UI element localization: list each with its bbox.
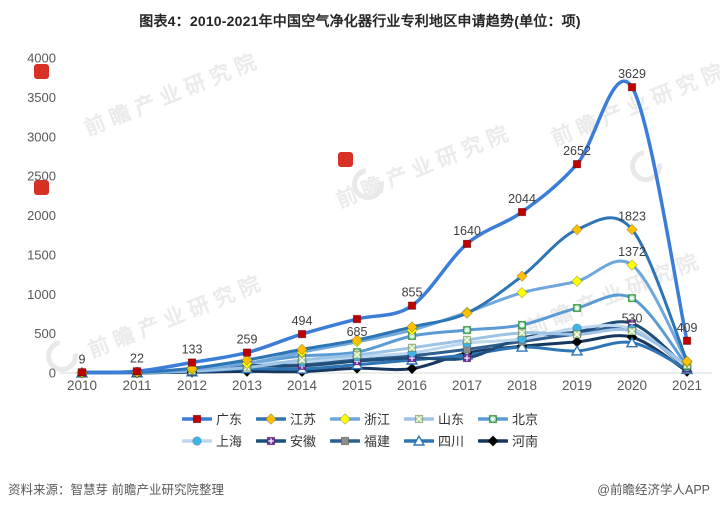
x-axis-tick-label: 2013 — [232, 378, 262, 393]
legend-label: 四川 — [438, 434, 465, 449]
x-axis-tick-label: 2019 — [562, 378, 592, 393]
legend-label: 北京 — [512, 412, 539, 427]
x-axis-tick-label: 2012 — [177, 378, 207, 393]
legend-marker-icon — [329, 412, 360, 425]
legend-label: 山东 — [438, 412, 465, 427]
legend-item-9[interactable]: 河南 — [478, 431, 538, 450]
legend-row-1: 广东 江苏 浙江 山东 北京 — [181, 409, 538, 428]
source-note: 资料来源：智慧芽 前瞻产业研究院整理 — [8, 483, 224, 497]
legend-label: 广东 — [215, 412, 242, 427]
legend-marker-icon — [181, 435, 212, 446]
legend-label: 上海 — [215, 434, 242, 449]
watermark-red-badge — [338, 152, 353, 167]
data-label: 855 — [402, 286, 423, 300]
legend-label: 安徽 — [289, 434, 316, 449]
legend-label: 江苏 — [289, 412, 316, 427]
data-label: 494 — [292, 314, 313, 328]
legend-marker-icon — [255, 436, 286, 445]
data-label: 685 — [347, 325, 368, 339]
legend-marker-icon — [181, 414, 212, 423]
x-axis-tick-label: 2016 — [397, 378, 427, 393]
data-label: 1823 — [618, 209, 646, 223]
trend-line-chart: 0 500 1000 1500 2000 2500 3000 3500 4000 2010 2011… — [27, 51, 712, 393]
legend-item-7[interactable]: 福建 — [329, 431, 390, 450]
legend-marker-icon — [255, 412, 286, 425]
legend-item-2[interactable]: 浙江 — [329, 409, 390, 428]
x-axis-tick-label: 2011 — [122, 378, 151, 393]
legend-item-1[interactable]: 江苏 — [255, 409, 316, 428]
legend-label: 福建 — [363, 434, 390, 449]
x-axis-tick-label: 2010 — [67, 378, 97, 393]
legend-marker-icon — [329, 436, 360, 445]
data-label: 1372 — [618, 245, 646, 259]
y-axis-tick-label: 1500 — [27, 247, 56, 262]
data-label: 3629 — [618, 67, 646, 81]
legend-label: 浙江 — [363, 412, 390, 427]
data-label: 530 — [622, 311, 643, 325]
y-axis-tick-label: 3000 — [27, 129, 56, 144]
watermark-red-badge — [34, 64, 49, 79]
watermark-red-badge — [34, 180, 49, 195]
legend-marker-icon — [404, 414, 434, 423]
legend-row-2: 上海 安徽 福建 四川 河南 — [181, 431, 538, 450]
legend-item-5[interactable]: 上海 — [181, 431, 242, 450]
x-axis-tick-label: 2020 — [617, 378, 647, 393]
y-axis-tick-label: 4000 — [27, 51, 56, 66]
chart-title: 图表4：2010-2021年中国空气净化器行业专利地区申请趋势(单位：项) — [139, 13, 581, 29]
x-axis-tick-label: 2014 — [287, 378, 318, 393]
legend-label: 河南 — [512, 434, 539, 449]
x-axis-tick-label: 2017 — [452, 378, 482, 393]
x-axis-tick-label: 2018 — [507, 378, 537, 393]
series-markers-0 — [77, 83, 692, 377]
data-label: 133 — [182, 343, 203, 357]
data-label: 2652 — [563, 144, 591, 158]
legend-item-8[interactable]: 四川 — [404, 431, 464, 450]
legend-item-6[interactable]: 安徽 — [255, 431, 316, 450]
y-axis-tick-label: 1000 — [27, 287, 56, 302]
chart-footer: 资料来源：智慧芽 前瞻产业研究院整理 @前瞻经济学人APP — [0, 479, 720, 498]
data-label: 1640 — [453, 224, 481, 238]
data-label: 9 — [79, 352, 86, 366]
legend-item-3[interactable]: 山东 — [404, 409, 464, 428]
data-label: 259 — [237, 333, 258, 347]
legend-marker-icon — [478, 434, 509, 447]
data-label: 409 — [677, 321, 698, 335]
legend-marker-icon — [478, 414, 509, 423]
data-label: 22 — [130, 351, 144, 365]
y-axis-tick-label: 0 — [49, 366, 56, 381]
legend-marker-icon — [404, 434, 434, 446]
y-axis-tick-label: 2000 — [27, 208, 56, 223]
legend-item-0[interactable]: 广东 — [181, 409, 242, 428]
y-axis-tick-label: 500 — [34, 326, 56, 341]
x-axis-tick-label: 2015 — [342, 378, 372, 393]
credit-note: @前瞻经济学人APP — [597, 483, 710, 497]
chart-legend: 广东 江苏 浙江 山东 北京 上海 安徽 福建 四川 河南 — [0, 409, 720, 450]
series-line-1 — [80, 216, 689, 375]
data-label: 2044 — [508, 192, 536, 206]
y-axis-tick-label: 3500 — [27, 90, 56, 105]
legend-item-4[interactable]: 北京 — [478, 409, 538, 428]
y-axis-tick-label: 2500 — [27, 169, 56, 184]
x-axis-tick-label: 2021 — [672, 378, 702, 393]
